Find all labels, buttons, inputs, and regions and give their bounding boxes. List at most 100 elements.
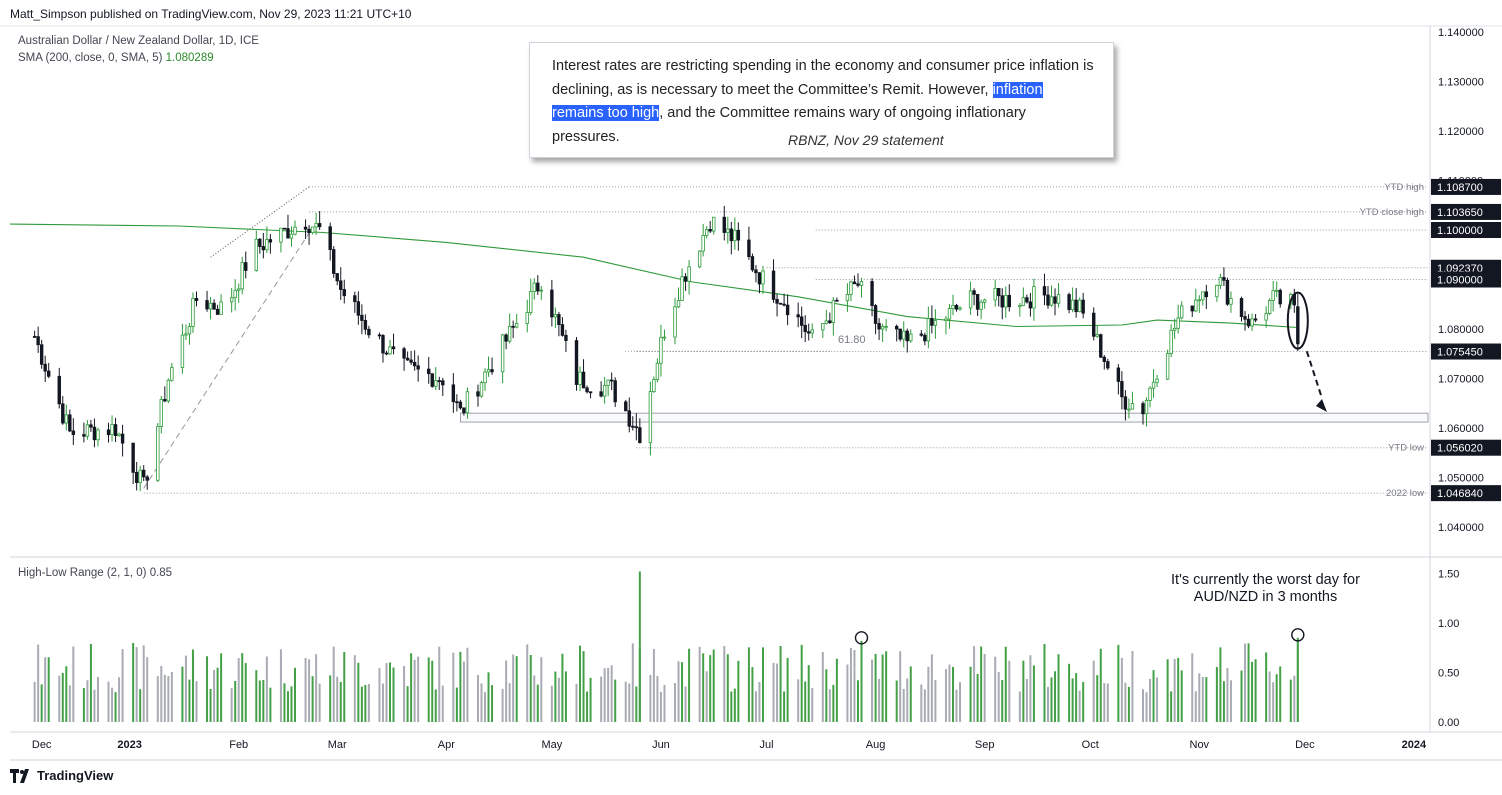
candle-body (799, 316, 804, 326)
candle-body (683, 276, 688, 282)
candle-body (1253, 318, 1258, 321)
time-tick-label: Nov (1190, 739, 1210, 751)
candle-body (205, 300, 209, 310)
price-tag (1431, 178, 1501, 195)
time-tick-label: Apr (438, 739, 455, 751)
candle-body (655, 362, 660, 380)
candle-body (39, 344, 44, 365)
candle-body (1000, 295, 1004, 308)
candle-body (701, 235, 705, 252)
candle-body (944, 318, 948, 322)
candle-body (954, 304, 959, 310)
candle-body (1215, 284, 1219, 298)
candle-body (673, 306, 677, 338)
candle-body (884, 325, 888, 328)
candle-body (332, 249, 336, 274)
hl-legend-label: High-Low Range (2, 1, 0) (18, 567, 147, 579)
candle-body (807, 331, 811, 334)
candle-body (979, 301, 983, 310)
time-tick-label: Mar (328, 739, 347, 751)
candle-body (1056, 294, 1061, 304)
candle-body (1099, 334, 1103, 358)
candle-body (930, 318, 934, 326)
candle-body (1274, 289, 1279, 292)
candle-body (525, 312, 529, 324)
candle-body (335, 273, 339, 282)
time-tick-label: 2024 (1402, 739, 1427, 751)
rising-trendline (143, 227, 314, 489)
candle-body (1246, 318, 1251, 327)
candle-body (405, 357, 410, 361)
candle-body (659, 336, 663, 364)
candle-body (1130, 403, 1135, 410)
candle-body (796, 314, 800, 318)
candle-body (434, 380, 438, 387)
candle-body (191, 297, 195, 327)
candle-body (187, 326, 192, 335)
candle-body (1225, 279, 1230, 305)
candle-body (574, 340, 579, 385)
candle-body (1222, 277, 1226, 281)
candle-body (282, 227, 287, 230)
candle-body (873, 305, 878, 324)
fib-label: 61.80 (838, 334, 866, 346)
candle-body (120, 433, 125, 444)
candle-body (1144, 400, 1149, 415)
candle-body (427, 368, 431, 375)
candle-body (803, 324, 807, 333)
candle-body (507, 325, 512, 342)
candle-body (599, 391, 603, 397)
candle-body (82, 434, 86, 437)
candle-body (490, 369, 494, 373)
candle-body (286, 228, 290, 239)
candle-body (997, 287, 1001, 297)
candle-body (342, 289, 346, 297)
candle-body (1095, 334, 1099, 337)
tradingview-brand: TradingView (37, 768, 114, 783)
candle-body (771, 270, 776, 300)
candle-body (1007, 294, 1011, 308)
candle-body (166, 379, 171, 402)
candle-body (1070, 299, 1075, 310)
candle-body (254, 238, 259, 271)
candles (32, 205, 1300, 492)
candle-body (712, 216, 716, 232)
tradingview-logo[interactable]: TradingView (10, 768, 113, 783)
candle-body (1179, 305, 1184, 319)
candle-body (680, 276, 684, 301)
key-levels: 61.80 (143, 186, 1428, 494)
candle-body (785, 304, 790, 316)
candle-body (163, 399, 167, 402)
candle-body (1176, 317, 1180, 329)
candle-body (1141, 403, 1145, 415)
price-tick-label: 1.060000 (1438, 423, 1484, 435)
time-tick-label: Jul (759, 739, 773, 751)
candle-body (486, 369, 491, 373)
candle-body (726, 228, 730, 233)
candle-body (409, 359, 413, 363)
candle-body (314, 223, 318, 228)
candle-body (729, 228, 734, 242)
candle-body (117, 433, 121, 437)
candle-body (968, 290, 973, 309)
candle-body (1018, 305, 1022, 308)
candle-body (627, 410, 631, 427)
time-tick-label: Feb (229, 739, 248, 751)
arrow-head (1316, 399, 1327, 412)
annotation-marks (854, 291, 1327, 645)
candle-body (134, 471, 139, 483)
last-candle-oval (1286, 291, 1309, 350)
candle-body (905, 330, 909, 342)
time-axis[interactable]: Dec 2023 Feb Mar Apr May Jun Jul Aug Sep Oct Nov Dec… (32, 739, 1427, 751)
candle-body (194, 297, 199, 301)
candle-body (219, 301, 223, 315)
candle-body (775, 298, 779, 304)
candle-body (877, 323, 881, 330)
publisher-line: Matt_Simpson published on TradingView.co… (10, 7, 412, 21)
candle-body (634, 426, 639, 429)
candle-body (750, 256, 755, 271)
candle-body (57, 375, 61, 405)
candle-body (268, 239, 273, 243)
candle-body (1127, 408, 1131, 411)
